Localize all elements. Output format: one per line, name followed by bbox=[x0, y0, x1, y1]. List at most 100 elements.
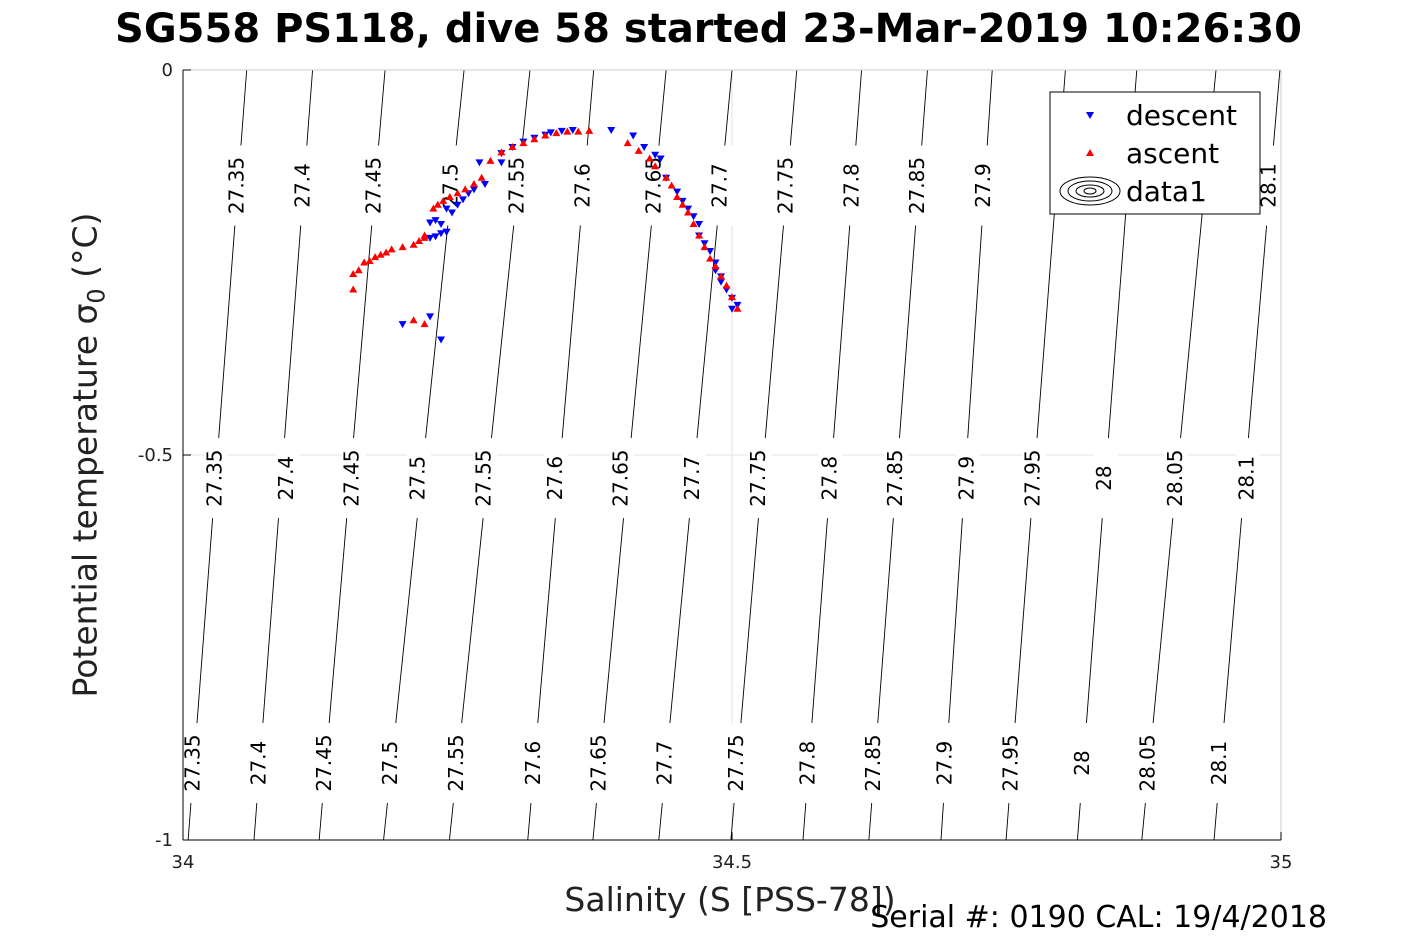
contour-label: 27.75 bbox=[746, 449, 770, 506]
chart-title: SG558 PS118, dive 58 started 23-Mar-2019… bbox=[115, 6, 1302, 52]
descent-point bbox=[546, 129, 555, 137]
contour-label: 27.6 bbox=[521, 741, 545, 786]
contour-label: 28.05 bbox=[1136, 734, 1160, 791]
y-axis-label: Potential temperature σ0 (°C) bbox=[65, 212, 111, 698]
contour-label: 27.8 bbox=[839, 163, 863, 208]
ascent-point bbox=[623, 139, 632, 147]
contour-label: 27.35 bbox=[180, 734, 204, 791]
contour-label: 27.8 bbox=[817, 456, 841, 501]
contour-label: 27.7 bbox=[653, 741, 677, 786]
contour-label-bg bbox=[654, 723, 679, 803]
ascent-point bbox=[684, 208, 693, 216]
legend-label-descent: descent bbox=[1126, 99, 1237, 132]
descent-point bbox=[469, 186, 478, 194]
contour-label: 27.8 bbox=[795, 741, 819, 786]
contour-label-bg bbox=[1164, 438, 1189, 519]
legend-descent-marker bbox=[1086, 112, 1094, 119]
contour-label: 27.75 bbox=[724, 734, 748, 791]
contour-label-bg bbox=[1208, 723, 1233, 803]
descent-point bbox=[448, 209, 457, 217]
contour-label-bg bbox=[956, 438, 981, 519]
ascent-point bbox=[497, 148, 506, 156]
legend-ascent-marker bbox=[1086, 149, 1094, 156]
ascent-point bbox=[349, 285, 358, 293]
legend-contour-marker bbox=[1083, 187, 1097, 195]
contour-label: 27.85 bbox=[883, 449, 907, 506]
descent-point bbox=[426, 219, 435, 227]
contour-label: 28.05 bbox=[1163, 449, 1187, 506]
contour-label: 27.9 bbox=[933, 741, 957, 786]
legend-label-ascent: ascent bbox=[1126, 137, 1219, 170]
ascent-point bbox=[585, 126, 594, 134]
ascent-point bbox=[349, 270, 358, 278]
ascent-point bbox=[706, 254, 715, 262]
contour-label: 27.35 bbox=[202, 449, 226, 506]
y-tick-label: -1 bbox=[155, 830, 173, 851]
descent-point bbox=[629, 132, 638, 140]
ascent-point bbox=[574, 127, 583, 135]
contour-label: 27.5 bbox=[406, 456, 430, 501]
contour-label: 28 bbox=[1092, 465, 1116, 490]
ascent-point bbox=[477, 173, 486, 181]
ascent-point bbox=[541, 131, 550, 139]
y-tick-label: -0.5 bbox=[138, 445, 173, 466]
contour-label-bg bbox=[709, 145, 734, 226]
contour-label: 27.6 bbox=[570, 163, 594, 208]
ascent-point bbox=[530, 135, 539, 143]
contour-label: 27.7 bbox=[708, 163, 732, 208]
ascent-point bbox=[439, 196, 448, 204]
contour-label-bg bbox=[225, 145, 250, 226]
contour-label: 27.75 bbox=[773, 157, 797, 214]
ascent-point bbox=[429, 204, 438, 212]
contour-label-bg bbox=[247, 723, 272, 803]
contour-label: 27.4 bbox=[246, 741, 270, 786]
ascent-point bbox=[728, 293, 736, 301]
contour-label-bg bbox=[999, 723, 1024, 803]
contour-label-bg bbox=[379, 723, 404, 803]
axes: 34 34.5 35 0 -0.5 -1 bbox=[138, 60, 1293, 873]
contour-label-bg bbox=[1093, 438, 1118, 519]
descent-point bbox=[398, 321, 407, 329]
contour-label: 28.1 bbox=[1207, 741, 1231, 786]
contour-label-bg bbox=[544, 438, 569, 519]
contour-label-bg bbox=[681, 438, 706, 519]
contour-label: 27.4 bbox=[274, 456, 298, 501]
descent-point bbox=[695, 221, 704, 228]
contour-label-bg bbox=[840, 145, 865, 226]
contour-label: 27.45 bbox=[362, 157, 386, 214]
contour-label-bg bbox=[1071, 723, 1096, 803]
contour-label-bg bbox=[796, 723, 821, 803]
descent-point bbox=[437, 230, 446, 238]
descent-point bbox=[475, 159, 484, 167]
descent-point bbox=[656, 155, 665, 163]
contour-label-bg bbox=[643, 145, 668, 226]
ascent-point bbox=[409, 316, 418, 324]
ascent-point bbox=[667, 181, 676, 189]
contour-label: 27.55 bbox=[471, 449, 495, 506]
contour-label: 27.7 bbox=[680, 456, 704, 501]
contour-label-bg bbox=[313, 723, 338, 803]
contour-label: 28 bbox=[1070, 750, 1094, 775]
contour-label-bg bbox=[341, 438, 366, 519]
descent-point bbox=[480, 180, 489, 188]
descent-point bbox=[673, 188, 682, 196]
ascent-point bbox=[371, 253, 380, 261]
legend-contour-marker bbox=[1067, 180, 1113, 202]
ascent-point bbox=[409, 240, 418, 248]
ascent-point bbox=[662, 173, 671, 181]
ascent-point bbox=[695, 231, 704, 239]
legend-contour-marker bbox=[1075, 184, 1105, 198]
ascent-point bbox=[717, 272, 726, 280]
ascent-point bbox=[508, 143, 517, 150]
contour-label: 27.95 bbox=[998, 734, 1022, 791]
x-tick-label: 34.5 bbox=[712, 852, 752, 873]
descent-point bbox=[607, 127, 616, 135]
descent-point bbox=[453, 201, 462, 209]
ascent-point bbox=[382, 248, 391, 256]
ascent-point bbox=[376, 250, 385, 258]
ascent-point bbox=[354, 266, 363, 274]
calibration-footer: Serial #: 0190 CAL: 19/4/2018 bbox=[870, 900, 1327, 935]
contour-label-bg bbox=[972, 145, 997, 226]
ascent-point bbox=[453, 189, 462, 197]
legend: descent ascent data1 bbox=[1049, 91, 1261, 215]
